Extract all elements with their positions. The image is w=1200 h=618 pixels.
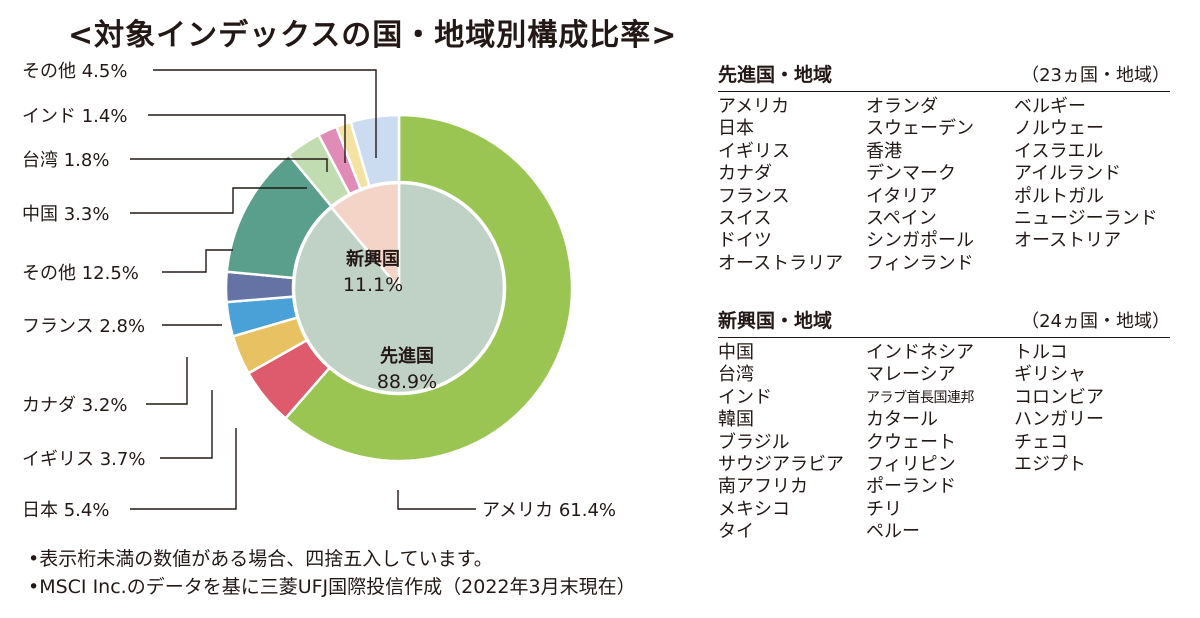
country-name: 香港 — [866, 140, 902, 162]
inner-label-value: 11.1% — [343, 274, 403, 296]
emerging-country-columns: 中国 台湾 インド 韓国 ブラジル サウジアラビア 南アフリカ メキシコ タイ インドネシア マレー… — [718, 342, 1170, 544]
emerging-region-count: （24ヵ国・地域） — [1021, 311, 1170, 332]
country-name: エジプト — [1014, 454, 1086, 476]
inner-label-name: 先進国 — [380, 345, 434, 367]
slice-label: その他 12.5% — [22, 263, 139, 284]
country-name: フィリピン — [866, 454, 956, 476]
footnote-rounding: •表示桁未満の数値がある場合、四捨五入しています。 — [28, 548, 493, 570]
chart-title: <対象インデックスの国・地域別構成比率> — [68, 18, 678, 53]
developed-country-columns: アメリカ 日本 イギリス カナダ フランス スイス ドイツ オーストラリア オランダ スウェーデン… — [718, 96, 1170, 275]
country-name: トルコ — [1014, 342, 1068, 363]
leader-line — [162, 249, 233, 273]
leader-line — [130, 158, 328, 172]
leader-line — [148, 114, 346, 163]
country-name: ギリシャ — [1014, 364, 1086, 386]
country-name: チェコ — [1014, 431, 1068, 453]
emerging-country-column: インドネシア マレーシアアラブ首長国連邦カタール クウェート フィリピン ポーランド チリ… — [866, 342, 1014, 544]
leader-line — [130, 187, 307, 214]
country-name: 韓国 — [718, 409, 754, 431]
emerging-region-title: 新興国・地域 — [718, 310, 833, 332]
country-name: ブラジル — [718, 431, 790, 453]
leader-line — [153, 69, 377, 158]
country-name: ハンガリー — [1014, 409, 1104, 431]
country-name: フィンランド — [866, 252, 974, 274]
country-name: メキシコ — [718, 498, 790, 520]
inner-label-name: 新興国 — [346, 248, 400, 270]
leader-line — [130, 428, 237, 510]
country-name: コロンビア — [1014, 386, 1104, 408]
country-name: デンマーク — [866, 163, 956, 185]
country-name: チリ — [866, 498, 902, 520]
country-name: カナダ — [718, 163, 772, 185]
slice-label: フランス 2.8% — [22, 316, 145, 337]
footnote-source: •MSCI Inc.のデータを基に三菱UFJ国際投信作成（2022年3月末現在） — [28, 576, 636, 598]
country-name: タイ — [718, 521, 754, 543]
country-name: 南アフリカ — [718, 476, 808, 498]
slice-label: 日本 5.4% — [22, 500, 109, 521]
country-name: フランス — [718, 185, 790, 207]
country-name: アメリカ — [718, 96, 790, 117]
inner-slice-emerging — [329, 181, 401, 292]
country-name: アイルランド — [1014, 163, 1122, 185]
emerging-country-column: 中国 台湾 インド 韓国 ブラジル サウジアラビア 南アフリカ メキシコ タイ — [718, 342, 866, 544]
slice-label: インド 1.4% — [22, 106, 127, 127]
country-name: 台湾 — [718, 364, 754, 386]
leader-line — [146, 357, 188, 405]
developed-country-column: アメリカ 日本 イギリス カナダ フランス スイス ドイツ オーストラリア — [718, 96, 866, 275]
country-name: スイス — [718, 208, 772, 230]
country-name: ニュージーランド — [1014, 208, 1158, 230]
slice-label: その他 4.5% — [22, 61, 127, 82]
emerging-country-column: トルコ ギリシャ コロンビア ハンガリー チェコ エジプト — [1014, 342, 1162, 544]
country-name: アラブ首長国連邦 — [866, 389, 975, 406]
country-name: ベルギー — [1014, 96, 1086, 117]
country-name: ノルウェー — [1014, 118, 1104, 140]
leader-line — [397, 490, 476, 510]
country-name: インドネシア — [866, 342, 974, 363]
country-name: マレーシア — [866, 364, 956, 386]
slice-label: カナダ 3.2% — [22, 395, 127, 416]
slice-label: 台湾 1.8% — [22, 150, 109, 171]
country-name: スウェーデン — [866, 118, 974, 140]
country-name: オランダ — [866, 96, 938, 117]
developed-country-column: ベルギー ノルウェー イスラエル アイルランド ポルトガル ニュージーランド オーストリア — [1014, 96, 1162, 275]
slice-label: 中国 3.3% — [22, 204, 109, 225]
developed-region-count: （23ヵ国・地域） — [1021, 65, 1170, 86]
country-name: オーストリア — [1014, 230, 1122, 252]
slice-label: イギリス 3.7% — [22, 449, 145, 470]
country-name: 日本 — [718, 118, 754, 140]
inner-label-value: 88.9% — [377, 371, 437, 393]
developed-country-column: オランダ スウェーデン 香港 デンマーク イタリア スペイン シンガポール フィンランド — [866, 96, 1014, 275]
country-name: カタール — [866, 409, 938, 431]
country-name: スペイン — [866, 208, 937, 230]
country-name: ポーランド — [866, 476, 956, 498]
country-name: イタリア — [866, 185, 938, 207]
country-name: クウェート — [866, 431, 956, 453]
country-name: ポルトガル — [1014, 185, 1104, 207]
developed-region-title: 先進国・地域 — [718, 64, 833, 86]
country-name: オーストラリア — [718, 252, 844, 274]
slice-label: アメリカ 61.4% — [482, 500, 616, 521]
country-name: 中国 — [718, 342, 754, 363]
leader-line — [160, 390, 213, 459]
country-name: インド — [718, 386, 772, 408]
country-name: サウジアラビア — [718, 454, 844, 476]
country-name: ペルー — [866, 521, 920, 543]
donut-chart: 先進国 88.9% 新興国 11.1% アメリカ 61.4% 日本 5.4% イギリス 3.… — [22, 61, 616, 521]
country-name: イスラエル — [1014, 140, 1104, 162]
country-name: シンガポール — [866, 230, 974, 252]
emerging-region-list: 新興国・地域 （24ヵ国・地域） 中国 台湾 インド 韓国 ブラジル サウジアラビア 南アフ… — [718, 306, 1170, 544]
country-name: イギリス — [718, 140, 790, 162]
developed-region-list: 先進国・地域 （23ヵ国・地域） アメリカ 日本 イギリス カナダ フランス スイス ドイツ… — [718, 60, 1170, 275]
country-name: ドイツ — [718, 230, 772, 252]
